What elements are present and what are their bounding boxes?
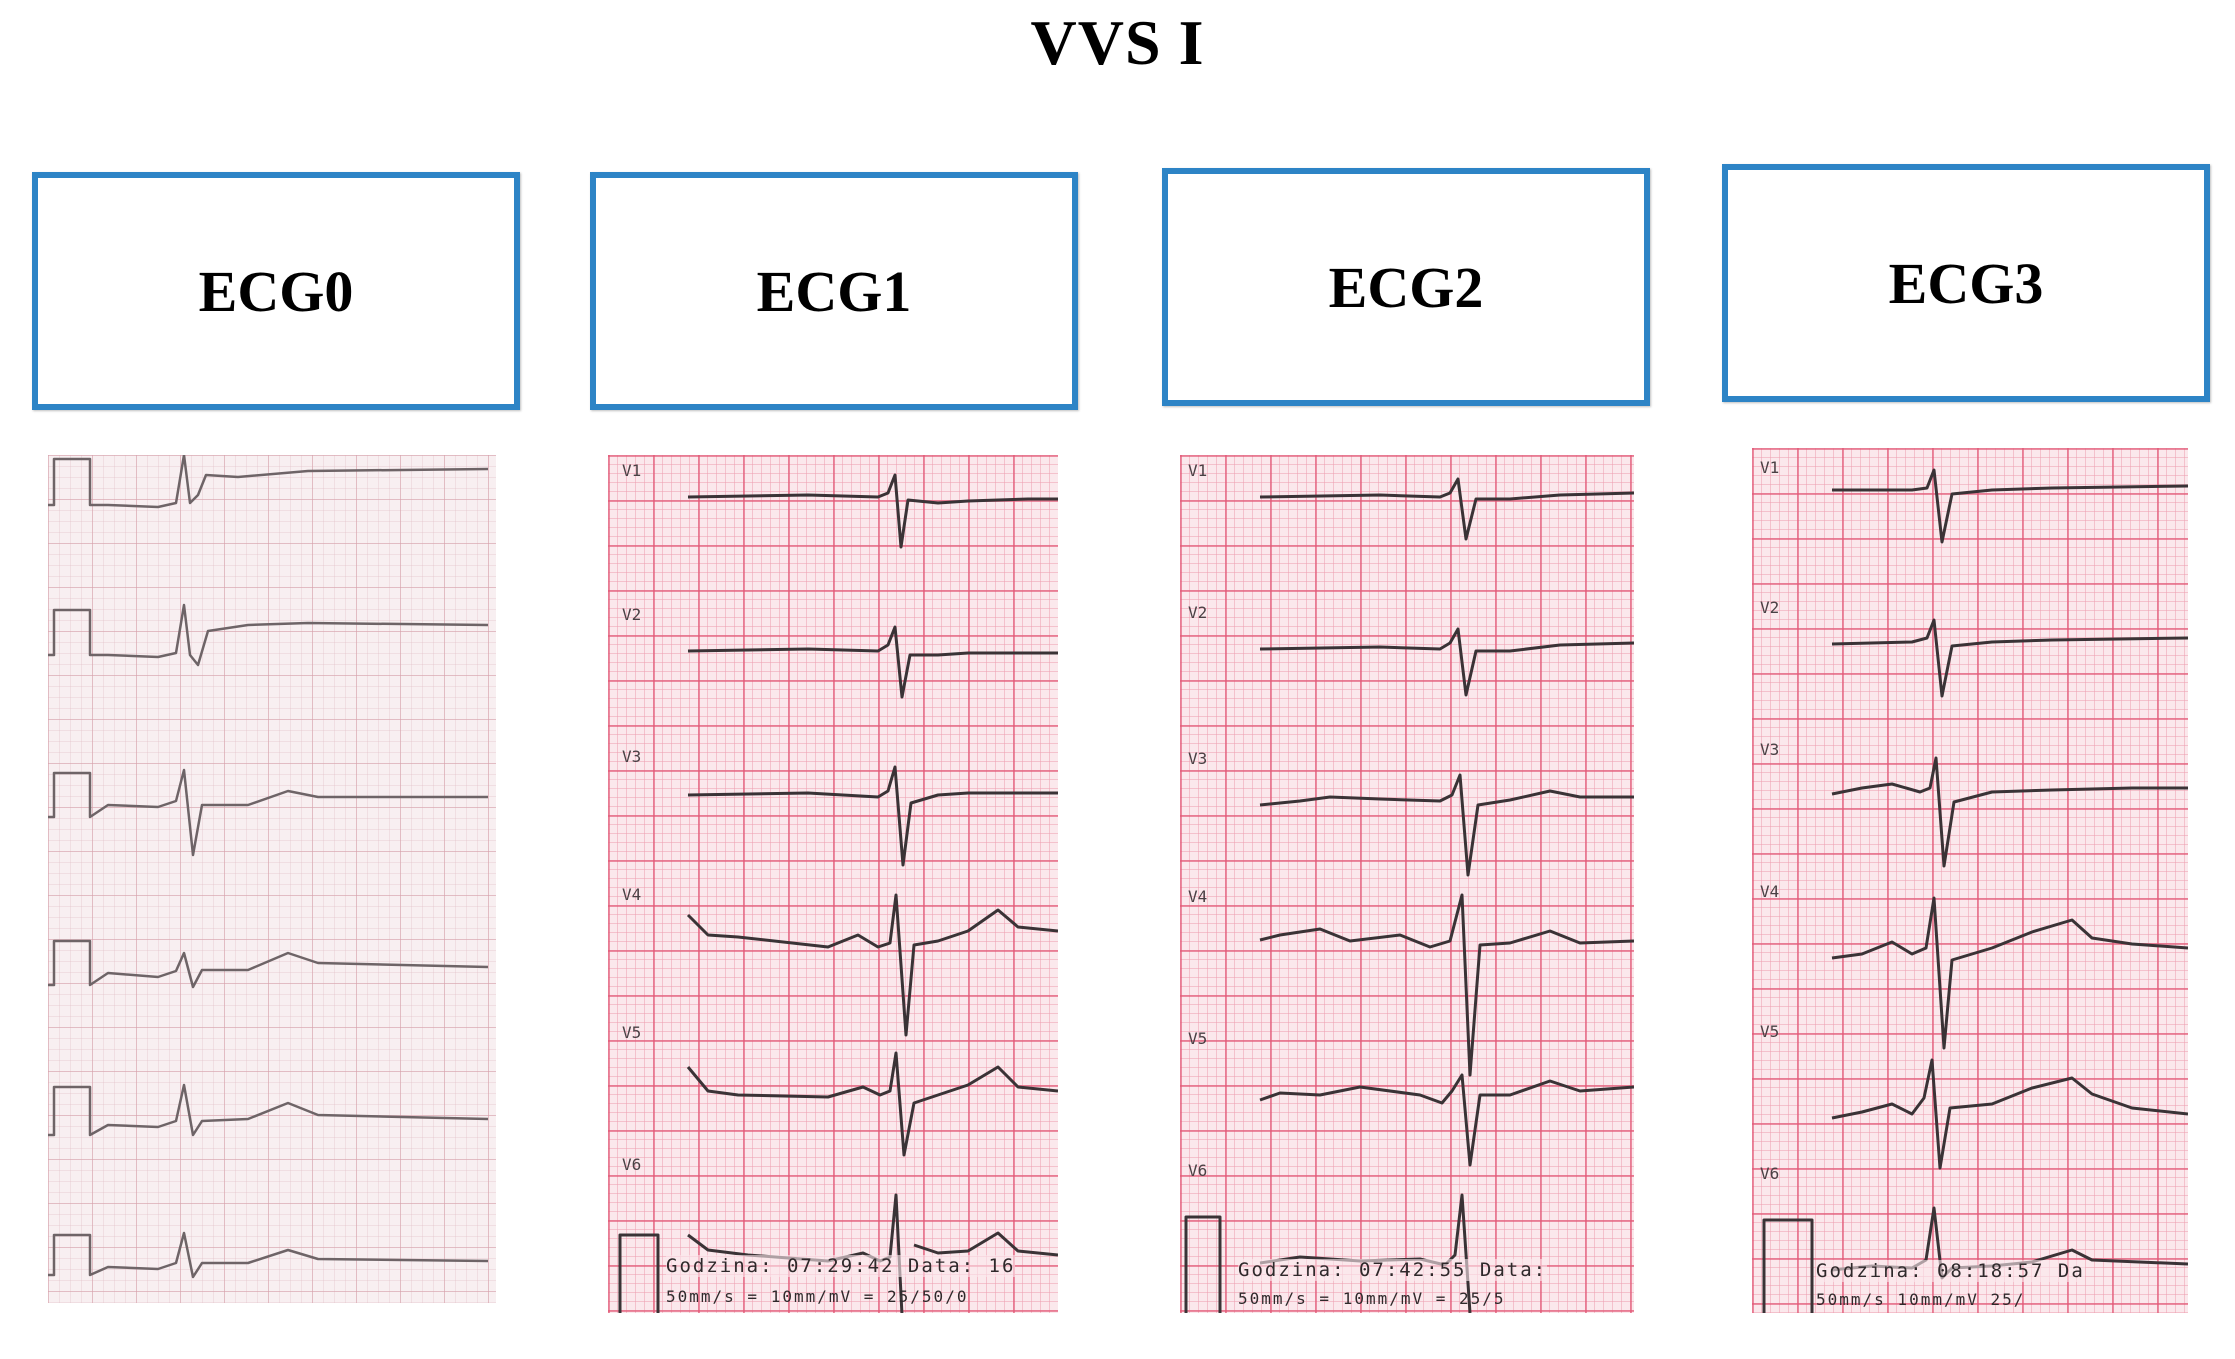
ecg2-trace-v5	[1259, 1073, 1634, 1167]
ecg2-footer-time: Godzina: 07:42:55 Data:	[1238, 1259, 1548, 1281]
ecg0-strip	[48, 455, 496, 1303]
ecg0-traces	[48, 455, 489, 1279]
ecg1-lead-v6: V6	[622, 1155, 642, 1174]
ecg0-trace-5	[48, 1083, 489, 1137]
ecg1-trace-v6	[687, 1193, 904, 1313]
ecg2-lead-v2: V2	[1188, 603, 1208, 622]
ecg3-strip: V1 V2 V3 V4 V5 V6 Godzina: 08:18:57 Da 5…	[1752, 448, 2188, 1313]
ecg0-trace-1	[48, 455, 489, 509]
ecg1-lead-v3: V3	[622, 747, 642, 766]
ecg1-footer-speed: 50mm/s = 10mm/mV = 25/50/0	[666, 1287, 969, 1306]
ecg1-label: ECG1	[756, 258, 912, 324]
ecg2-footer-speed: 50mm/s = 10mm/mV = 25/5	[1238, 1289, 1506, 1308]
ecg1-trace-v2	[687, 625, 1058, 699]
ecg2-lead-v3: V3	[1188, 749, 1208, 768]
ecg0-trace-2	[48, 603, 489, 667]
ecg3-footer-speed: 50mm/s 10mm/mV 25/	[1816, 1290, 2026, 1309]
ecg0-label-box: ECG0	[32, 172, 520, 410]
ecg1-lead-v4: V4	[622, 885, 642, 904]
ecg1-trace-v3	[687, 765, 1058, 867]
ecg1-trace-v6b	[913, 1231, 1058, 1257]
ecg1-footer-time: Godzina: 07:29:42 Data: 16	[666, 1255, 1016, 1277]
ecg0-label: ECG0	[198, 258, 354, 324]
ecg3-traces	[1762, 468, 2188, 1313]
figure-title: VVS I	[1030, 7, 1205, 78]
ecg0-trace-3	[48, 768, 488, 857]
ecg2-calibration	[1184, 1215, 1222, 1313]
ecg2-lead-v1: V1	[1188, 461, 1208, 480]
ecg3-lead-v3: V3	[1760, 740, 1780, 759]
ecg3-calibration	[1762, 1218, 1814, 1313]
ecg2-label-box: ECG2	[1162, 168, 1650, 406]
ecg1-trace-v5	[686, 1051, 1058, 1157]
ecg2-label: ECG2	[1328, 254, 1484, 320]
ecg3-lead-v6: V6	[1760, 1164, 1780, 1183]
ecg1-strip: V1 V2 V3 V4 V5 V6 Godzina: 07:29:42 Data…	[608, 455, 1058, 1313]
ecg1-label-box: ECG1	[590, 172, 1078, 410]
ecg1-lead-v5: V5	[622, 1023, 642, 1042]
ecg3-lead-v4: V4	[1760, 882, 1780, 901]
ecg2-trace-v2	[1259, 627, 1634, 697]
ecg1-lead-v1: V1	[622, 461, 642, 480]
ecg3-lead-v2: V2	[1760, 598, 1780, 617]
ecg3-label-box: ECG3	[1722, 164, 2210, 402]
ecg2-trace-v3	[1259, 773, 1634, 877]
ecg2-trace-v1	[1259, 477, 1634, 541]
ecg1-traces	[618, 473, 1058, 1313]
ecg3-trace-v3	[1831, 756, 2188, 868]
ecg2-traces	[1184, 477, 1634, 1313]
ecg2-lead-v6: V6	[1188, 1161, 1208, 1180]
ecg3-footer-time: Godzina: 08:18:57 Da	[1816, 1260, 2085, 1282]
ecg3-trace-v4	[1831, 896, 2188, 1050]
ecg1-trace-v1	[687, 473, 1058, 549]
ecg1-calibration	[618, 1233, 660, 1313]
ecg3-trace-v1	[1832, 468, 2188, 544]
ecg2-trace-v4	[1259, 893, 1634, 1077]
ecg2-strip: V1 V2 V3 V4 V5 V6 Godzina: 07:42:55 Data…	[1180, 455, 1634, 1313]
ecg2-lead-v5: V5	[1188, 1029, 1208, 1048]
ecg0-trace-6	[48, 1231, 489, 1279]
ecg3-lead-v1: V1	[1760, 458, 1780, 477]
ecg3-label: ECG3	[1888, 250, 2044, 316]
ecg3-trace-v2	[1831, 618, 2188, 698]
ecg2-lead-v4: V4	[1188, 887, 1208, 906]
ecg1-lead-v2: V2	[622, 605, 642, 624]
ecg3-trace-v5	[1831, 1058, 2188, 1170]
ecg3-lead-v5: V5	[1760, 1022, 1780, 1041]
ecg1-trace-v4	[686, 893, 1058, 1037]
ecg0-trace-4	[48, 939, 489, 989]
